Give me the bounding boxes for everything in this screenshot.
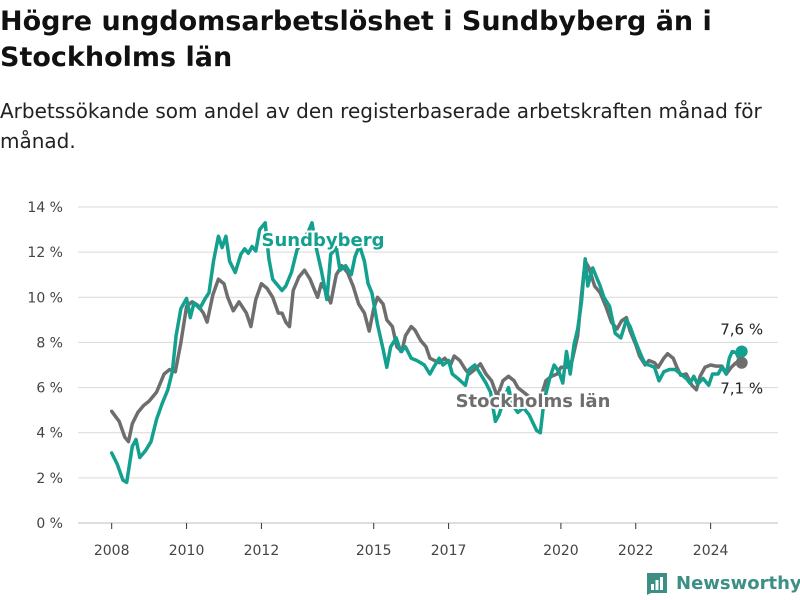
series-label-sundbyberg: Sundbyberg xyxy=(262,230,385,251)
x-tick-label: 2010 xyxy=(169,543,205,559)
x-tick-label: 2008 xyxy=(94,543,130,559)
bar-chart-icon xyxy=(647,573,667,595)
series-labels: 7,6 % 7,1 % Sundbyberg Stockholms län xyxy=(260,228,764,414)
x-tick-label: 2015 xyxy=(356,543,392,559)
series-line-sundbyberg xyxy=(109,221,744,485)
series-lines xyxy=(109,221,748,485)
series-label-stockholm: Stockholms län xyxy=(456,391,611,412)
y-tick-label: 4 % xyxy=(36,426,63,442)
end-label-stockholm: 7,1 % xyxy=(720,380,763,398)
brand-name: Newsworthy xyxy=(676,572,800,594)
x-tick-label: 2012 xyxy=(244,543,280,559)
x-tick-label: 2022 xyxy=(618,543,654,559)
x-tick-label: 2020 xyxy=(543,543,579,559)
end-point-stockholm xyxy=(735,356,748,369)
y-tick-label: 12 % xyxy=(27,245,63,261)
y-tick-label: 6 % xyxy=(36,381,63,397)
x-tick-label: 2017 xyxy=(431,543,467,559)
chart-subtitle: Arbetssökande som andel av den registerb… xyxy=(0,99,762,153)
newsworthy-logo: Newsworthy xyxy=(645,568,800,598)
y-tick-label: 8 % xyxy=(36,335,63,351)
y-tick-label: 2 % xyxy=(36,471,63,487)
x-tick-label: 2024 xyxy=(693,543,729,559)
axes: 0 % 2 % 4 % 6 % 8 % 10 % 12 % 14 % 2008 2010 2012 2… xyxy=(27,200,728,559)
series-line-stockholm xyxy=(109,259,744,444)
y-tick-label: 0 % xyxy=(36,516,63,532)
end-point-sundbyberg xyxy=(735,345,748,358)
y-tick-label: 10 % xyxy=(27,290,63,306)
y-tick-label: 14 % xyxy=(27,200,63,216)
gridlines xyxy=(78,206,778,524)
chart-title: Högre ungdomsarbetslöshet i Sundbyberg ä… xyxy=(0,6,712,73)
end-label-sundbyberg: 7,6 % xyxy=(720,320,763,338)
